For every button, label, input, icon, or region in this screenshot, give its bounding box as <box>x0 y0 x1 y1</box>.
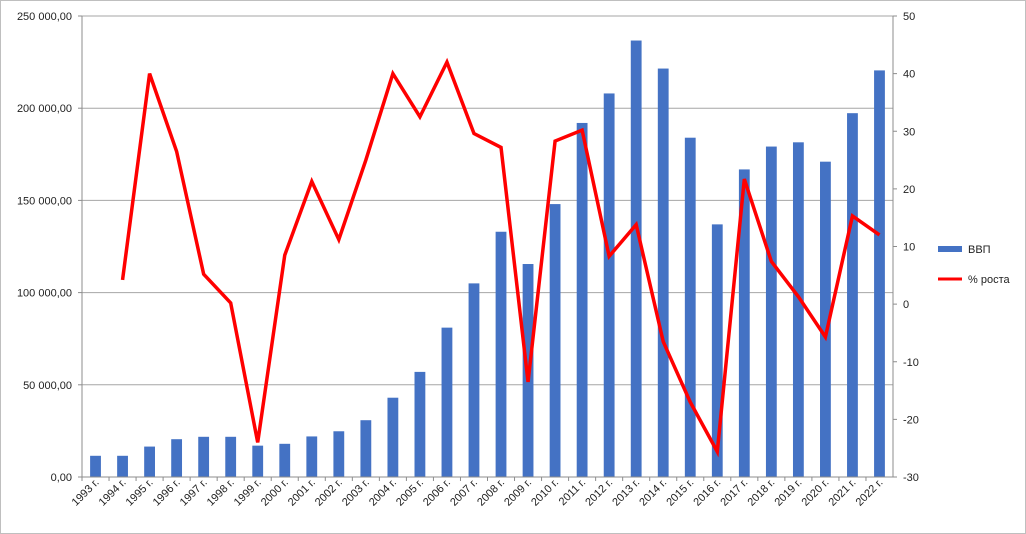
bar <box>306 436 318 477</box>
left-tick-label: 100 000,00 <box>17 288 72 300</box>
x-tick-label: 1998 г. <box>205 477 237 509</box>
x-tick-label: 1997 г. <box>178 477 210 509</box>
bar <box>414 371 426 477</box>
bar <box>684 137 696 478</box>
x-tick-label: 2009 г. <box>502 477 534 509</box>
growth-line-path <box>120 57 881 458</box>
x-tick-label: 2007 г. <box>448 477 480 509</box>
bar <box>603 93 615 477</box>
gdp-bars <box>90 40 885 478</box>
bar <box>252 445 264 477</box>
x-tick-label: 2014 г. <box>637 477 669 509</box>
x-tick-label: 1993 г. <box>70 477 102 509</box>
left-tick-label: 0,00 <box>51 472 72 484</box>
x-tick-label: 2010 г. <box>529 477 561 509</box>
gridlines <box>82 15 893 386</box>
right-tick-label: 10 <box>903 242 915 254</box>
bar <box>360 420 372 477</box>
bar <box>765 146 777 477</box>
left-tick-label: 50 000,00 <box>23 380 72 392</box>
legend-label-gdp: ВВП <box>968 244 991 256</box>
x-tick-label: 2013 г. <box>610 477 642 509</box>
bar <box>225 436 237 477</box>
x-tick-label: 2006 г. <box>421 477 453 509</box>
bar <box>198 436 210 477</box>
bar <box>117 455 128 477</box>
right-tick-label: -10 <box>903 357 919 369</box>
bar <box>576 122 588 478</box>
right-tick-label: -30 <box>903 472 919 484</box>
bar <box>144 446 155 477</box>
bar <box>657 68 669 477</box>
x-tick-label: 2017 г. <box>718 477 750 509</box>
bar <box>387 397 399 477</box>
bar <box>847 113 858 477</box>
x-tick-label: 2004 г. <box>367 477 399 509</box>
x-tick-label: 2000 г. <box>259 477 291 509</box>
right-tick-label: 30 <box>903 126 915 138</box>
x-tick-label: 2008 г. <box>475 477 507 509</box>
bar <box>279 443 291 477</box>
x-tick-label: 2003 г. <box>340 477 372 509</box>
x-tick-label: 2005 г. <box>394 477 426 509</box>
bar <box>874 70 885 477</box>
bar <box>333 431 345 477</box>
legend-swatch-gdp <box>938 246 962 252</box>
x-tick-label: 2016 г. <box>691 477 723 509</box>
right-tick-label: 50 <box>903 11 915 23</box>
bar <box>711 224 723 477</box>
x-tick-label: 2020 г. <box>800 477 832 509</box>
right-tick-label: 20 <box>903 184 915 196</box>
legend-label-growth: % роста <box>968 274 1010 286</box>
bar <box>792 142 804 477</box>
x-tick-label: 2021 г. <box>827 477 859 509</box>
left-axis-ticks: 0,00 50 000,00 100 000,00 150 000,00 200 000… <box>17 11 72 484</box>
x-tick-label: 2019 г. <box>772 477 804 509</box>
right-tick-label: -20 <box>903 414 919 426</box>
legend: ВВП % роста <box>938 244 1010 286</box>
bar <box>549 204 561 477</box>
bar <box>495 231 507 477</box>
bar <box>468 283 480 477</box>
right-tick-label: 40 <box>903 69 915 81</box>
right-axis-ticks: -30 -20 -10 0 10 20 30 40 50 <box>903 11 919 484</box>
bar <box>90 455 101 477</box>
x-tick-label: 2022 г. <box>854 477 886 509</box>
bar <box>738 169 750 477</box>
x-tick-label: 2001 г. <box>286 477 318 509</box>
x-axis-ticks: 1993 г.1994 г.1995 г.1996 г.1997 г.1998 … <box>70 477 886 509</box>
x-tick-label: 2012 г. <box>583 477 615 509</box>
x-tick-label: 2011 г. <box>557 477 588 508</box>
left-tick-label: 150 000,00 <box>17 195 72 207</box>
x-tick-label: 1996 г. <box>151 477 183 509</box>
bar <box>171 439 183 477</box>
x-tick-label: 1995 г. <box>124 477 156 509</box>
x-tick-label: 2018 г. <box>745 477 777 509</box>
x-tick-label: 1999 г. <box>232 477 264 509</box>
left-tick-label: 250 000,00 <box>17 11 72 23</box>
bar <box>630 40 642 477</box>
growth-line <box>120 57 881 458</box>
left-tick-label: 200 000,00 <box>17 103 72 115</box>
axes <box>78 15 897 481</box>
x-tick-label: 2002 г. <box>313 477 345 509</box>
x-tick-label: 1994 г. <box>97 477 129 509</box>
right-tick-label: 0 <box>903 299 909 311</box>
bar <box>820 161 831 477</box>
bar <box>441 327 453 477</box>
x-tick-label: 2015 г. <box>664 477 696 509</box>
